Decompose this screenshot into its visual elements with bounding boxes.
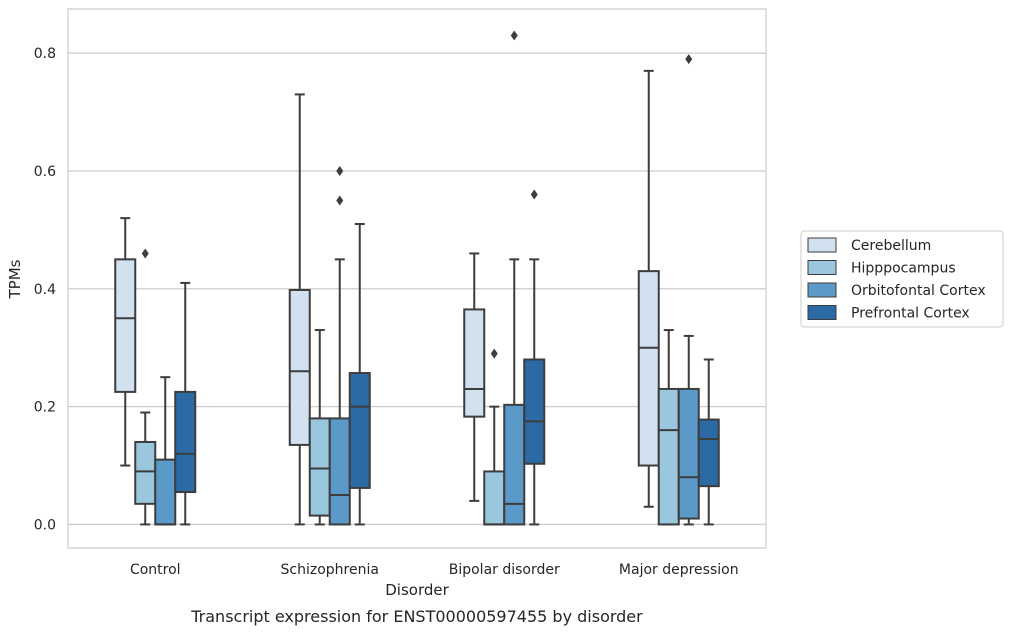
box-hipppocampus — [483, 348, 506, 526]
box-cerebellum — [637, 69, 660, 508]
box-prefrontal-cortex — [174, 281, 197, 526]
legend-swatch — [807, 237, 837, 253]
y-tick-label: 0.8 — [34, 46, 56, 62]
y-tick-label: 0.2 — [34, 400, 56, 416]
outlier-point — [336, 165, 344, 176]
y-tick-label: 0.0 — [34, 517, 56, 533]
x-tick-label: Schizophrenia — [281, 562, 379, 578]
box-body — [174, 390, 197, 494]
legend-frame — [800, 230, 1004, 328]
box-hipppocampus — [308, 329, 331, 526]
box-body — [328, 417, 351, 526]
outlier-point — [685, 54, 693, 65]
box-orbitofontal-cortex — [503, 30, 526, 526]
box-hipppocampus — [134, 248, 157, 526]
box-prefrontal-cortex — [697, 358, 720, 526]
box-body — [697, 418, 720, 488]
box-body — [503, 403, 526, 526]
plot-area — [114, 30, 720, 526]
y-tick-label: 0.6 — [34, 164, 56, 180]
x-tick-label: Major depression — [619, 562, 739, 578]
box-body — [657, 387, 680, 526]
box-hipppocampus — [657, 329, 680, 526]
box-prefrontal-cortex — [348, 223, 371, 526]
outlier-point — [336, 195, 344, 206]
legend-swatch — [807, 305, 837, 320]
legend-label: Cerebellum — [851, 238, 931, 254]
box-cerebellum — [463, 252, 486, 502]
box-body — [348, 372, 371, 489]
legend-label: Prefrontal Cortex — [851, 306, 970, 322]
legend-label: Orbitofontal Cortex — [851, 283, 986, 299]
y-axis-ticks: 0.0 0.2 0.4 0.6 0.8 — [34, 46, 56, 533]
box-body — [154, 458, 177, 526]
outlier-point — [141, 248, 149, 259]
legend: Cerebellum Hipppocampus Orbitofontal Corte… — [800, 230, 1004, 328]
box-orbitofontal-cortex — [154, 376, 177, 526]
box-body — [483, 470, 506, 526]
y-axis-label: TPMs — [6, 259, 24, 299]
box-body — [114, 258, 137, 393]
x-axis-ticks: Control Schizophrenia Bipolar disorder Majo… — [130, 562, 739, 578]
legend-swatch — [807, 260, 837, 275]
box-body — [523, 358, 546, 465]
legend-label: Hipppocampus — [851, 261, 956, 277]
outlier-point — [510, 30, 518, 41]
x-tick-label: Control — [130, 562, 181, 578]
outlier-point — [490, 348, 498, 359]
plot-frame — [67, 8, 767, 549]
y-tick-label: 0.4 — [34, 282, 56, 298]
box-body — [677, 387, 700, 520]
x-axis-label: Disorder — [385, 581, 449, 599]
box-cerebellum — [114, 217, 137, 467]
box-prefrontal-cortex — [523, 189, 546, 526]
chart-title: Transcript expression for ENST0000059745… — [190, 607, 643, 626]
box-orbitofontal-cortex — [328, 165, 351, 526]
x-tick-label: Bipolar disorder — [449, 562, 560, 578]
box-cerebellum — [288, 93, 311, 526]
legend-swatch — [807, 282, 837, 298]
outlier-point — [530, 189, 538, 200]
box-body — [463, 308, 486, 418]
box-body — [308, 417, 331, 517]
box-body — [288, 288, 311, 446]
box-body — [134, 440, 157, 505]
box-body — [637, 270, 660, 467]
